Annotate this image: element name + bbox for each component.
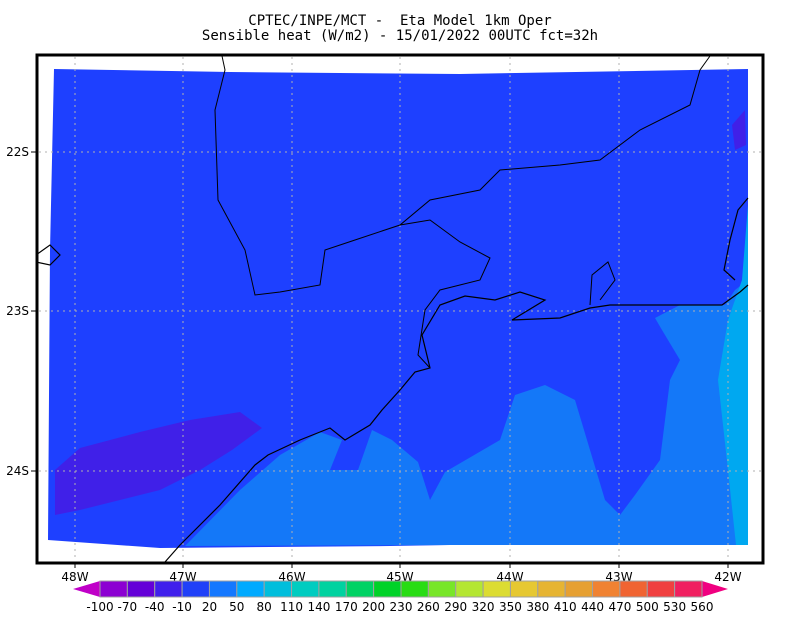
colorbar-box xyxy=(236,580,265,598)
grid-lines xyxy=(39,57,761,561)
colorbar-box xyxy=(509,580,539,598)
colorbar-label: 500 xyxy=(636,600,659,614)
colorbar-box xyxy=(291,580,320,598)
colorbar-label: 380 xyxy=(526,600,549,614)
colorbar-label: 560 xyxy=(691,600,714,614)
colorbar-box xyxy=(318,580,347,598)
colorbar-box xyxy=(373,580,402,598)
colorbar-box xyxy=(646,580,676,598)
colorbar-label: 530 xyxy=(663,600,686,614)
colorbar-label: 320 xyxy=(472,600,495,614)
colorbar-box xyxy=(263,580,293,598)
colorbar-box xyxy=(99,580,128,598)
colorbar-box xyxy=(154,580,183,598)
colorbar-label: 80 xyxy=(257,600,272,614)
colorbar: -100 -70 -40 -10 20 50 80 110 140 170 200 230 260 290… xyxy=(73,580,728,614)
colorbar-box xyxy=(181,580,210,598)
coastline xyxy=(35,197,749,563)
colorbar-box xyxy=(455,580,484,598)
colorbar-label: 230 xyxy=(390,600,413,614)
colorbar-box xyxy=(482,580,511,598)
colorbar-label: -70 xyxy=(118,600,138,614)
state-borders xyxy=(214,55,711,369)
colorbar-label: 470 xyxy=(608,600,631,614)
colorbar-label: 110 xyxy=(280,600,303,614)
colorbar-box xyxy=(537,580,566,598)
colorbar-label: 140 xyxy=(307,600,330,614)
colorbar-box xyxy=(126,580,156,598)
colorbar-under-arrow xyxy=(73,581,100,597)
colorbar-box xyxy=(592,580,621,598)
colorbar-label: 260 xyxy=(417,600,440,614)
colorbar-label: 440 xyxy=(581,600,604,614)
colorbar-label: 50 xyxy=(229,600,244,614)
field-fill xyxy=(48,69,748,548)
colorbar-box xyxy=(674,580,703,598)
lat-label: 22S xyxy=(6,145,29,159)
colorbar-label: 200 xyxy=(362,600,385,614)
colorbar-label: 350 xyxy=(499,600,522,614)
lon-label: 42W xyxy=(714,570,741,584)
colorbar-box xyxy=(564,580,594,598)
colorbar-box xyxy=(208,580,238,598)
colorbar-label: -100 xyxy=(86,600,113,614)
field-low-purple-ne xyxy=(732,110,746,150)
colorbar-label: 170 xyxy=(335,600,358,614)
colorbar-label: 290 xyxy=(444,600,467,614)
colorbar-box xyxy=(427,580,457,598)
colorbar-label: 410 xyxy=(554,600,577,614)
field-low-purple xyxy=(55,412,262,515)
lat-label: 23S xyxy=(6,304,29,318)
colorbar-label: 20 xyxy=(202,600,217,614)
lat-label: 24S xyxy=(6,464,29,478)
field-ocean-light xyxy=(185,280,748,546)
colorbar-box xyxy=(619,580,648,598)
lon-label: 48W xyxy=(61,570,88,584)
colorbar-box xyxy=(400,580,429,598)
colorbar-label: -10 xyxy=(172,600,192,614)
map-subtitle: Sensible heat (W/m2) - 15/01/2022 00UTC … xyxy=(201,28,599,44)
map-title: CPTEC/INPE/MCT - Eta Model 1km Oper xyxy=(248,13,552,29)
colorbar-over-arrow xyxy=(702,581,728,597)
field-ocean-lighter xyxy=(718,205,748,545)
colorbar-label: -40 xyxy=(145,600,165,614)
colorbar-box xyxy=(345,580,375,598)
